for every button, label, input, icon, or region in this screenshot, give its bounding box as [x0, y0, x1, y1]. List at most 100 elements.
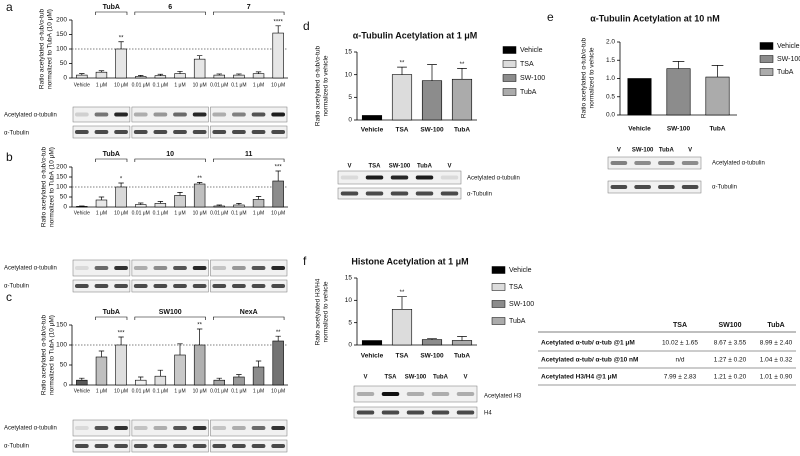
- y-tick-label: 0: [63, 75, 67, 82]
- error-bar: [672, 60, 685, 69]
- error-bar: [118, 336, 124, 345]
- blot-band: [192, 426, 207, 430]
- blot-band: [133, 266, 148, 270]
- blot-band: [232, 284, 246, 288]
- group-bracket: [213, 158, 285, 162]
- group-bracket: [95, 11, 128, 15]
- bar: [252, 199, 265, 208]
- blot-band: [114, 284, 128, 288]
- error-bar: [196, 182, 203, 184]
- blot-band: [390, 191, 409, 196]
- bar: [451, 340, 473, 346]
- x-tick-label: 1 μM: [96, 388, 107, 394]
- error-bar: [427, 338, 437, 340]
- x-tick-label: 0.1 μM: [231, 210, 246, 216]
- blot-band: [94, 426, 109, 430]
- blot-lane-label: TubA: [433, 375, 449, 381]
- blot-lane-label: V: [347, 164, 351, 170]
- blot-band: [153, 112, 168, 117]
- bar: [95, 199, 108, 208]
- x-tick-label: 0.1 μM: [231, 388, 246, 394]
- blot-band: [212, 130, 227, 134]
- blot-band: [74, 266, 89, 270]
- table-cell: 1.21 ± 0.20: [714, 374, 747, 381]
- y-axis-label: normalized to vehicle: [323, 55, 330, 116]
- x-tick-label: 0.01 μM: [210, 82, 228, 88]
- group-label: 11: [245, 151, 253, 158]
- error-bar: [177, 192, 183, 196]
- y-tick-label: 5: [348, 94, 352, 101]
- blot-lane-label: TSA: [385, 375, 398, 381]
- blot-lane-label: V: [463, 375, 467, 381]
- blot-band: [340, 191, 359, 196]
- blot-band: [251, 284, 266, 288]
- error-bar: [157, 201, 164, 204]
- x-tick-label: 0.1 μM: [231, 82, 246, 88]
- error-bar: [236, 73, 242, 76]
- bar: [391, 74, 413, 121]
- blot-lane-label: SW-100: [405, 375, 427, 381]
- y-axis-label: normalized to TubA (10 μM): [49, 147, 56, 227]
- error-bar: [118, 182, 124, 187]
- legend-label: Vehicle: [520, 47, 543, 54]
- error-bar: [236, 203, 242, 205]
- panel-letter: e: [547, 10, 554, 24]
- blot-frame: [353, 385, 478, 403]
- blot-band: [133, 426, 148, 430]
- blot-band: [153, 130, 168, 134]
- bar: [135, 76, 147, 79]
- legend-label: TubA: [509, 318, 526, 325]
- blot-band: [74, 426, 89, 430]
- bar: [115, 48, 127, 79]
- bar: [705, 76, 730, 116]
- x-tick-label: 1 μM: [253, 388, 264, 394]
- legend-label: Vehicle: [777, 43, 800, 50]
- legend-label: TSA: [509, 284, 523, 291]
- blot-band: [440, 191, 459, 196]
- x-tick-label: Vehicle: [361, 127, 384, 134]
- error-bar: [79, 377, 85, 381]
- error-bar: [427, 64, 437, 81]
- bar: [233, 376, 245, 386]
- error-bar: [397, 66, 407, 75]
- y-tick-label: 0.0: [606, 112, 615, 119]
- x-tick-label: 0.01 μM: [132, 388, 150, 394]
- blot-band: [356, 410, 375, 415]
- blot-band: [658, 185, 675, 189]
- blot-band: [381, 410, 400, 415]
- y-tick-label: 1.5: [606, 57, 615, 64]
- error-bar: [79, 73, 85, 76]
- bar: [95, 71, 108, 79]
- group-label: 6: [168, 4, 172, 11]
- bar: [76, 206, 88, 208]
- blot-band: [232, 444, 246, 448]
- blot-row-label: α-Tubulin: [467, 192, 492, 198]
- blot-band: [681, 185, 699, 189]
- blot-band: [271, 266, 286, 270]
- bar: [252, 366, 265, 386]
- blot-band: [133, 112, 148, 117]
- legend-label: SW-100: [509, 301, 534, 308]
- x-tick-label: 10 μM: [271, 82, 285, 88]
- y-tick-label: 0: [63, 382, 67, 389]
- y-tick-label: 15: [345, 275, 353, 282]
- bar: [627, 78, 652, 116]
- x-tick-label: Vehicle: [628, 126, 651, 133]
- legend-swatch: [759, 55, 774, 63]
- blot-frame: [131, 106, 209, 123]
- blot-band: [610, 161, 628, 165]
- blot-band: [94, 112, 109, 117]
- blot-band: [173, 284, 187, 288]
- blot-band: [192, 266, 207, 270]
- error-bar: [138, 202, 144, 205]
- y-axis-label: normalized to vehicle: [589, 47, 596, 108]
- legend-swatch: [759, 68, 774, 76]
- y-tick-label: 0: [63, 204, 67, 211]
- x-tick-label: 10 μM: [114, 82, 128, 88]
- y-tick-label: 1.0: [606, 75, 615, 82]
- y-axis-label: normalized to TubA (10 μM): [49, 315, 56, 395]
- blot-band: [415, 175, 434, 180]
- blot-band: [94, 130, 109, 134]
- significance-label: *: [120, 177, 123, 183]
